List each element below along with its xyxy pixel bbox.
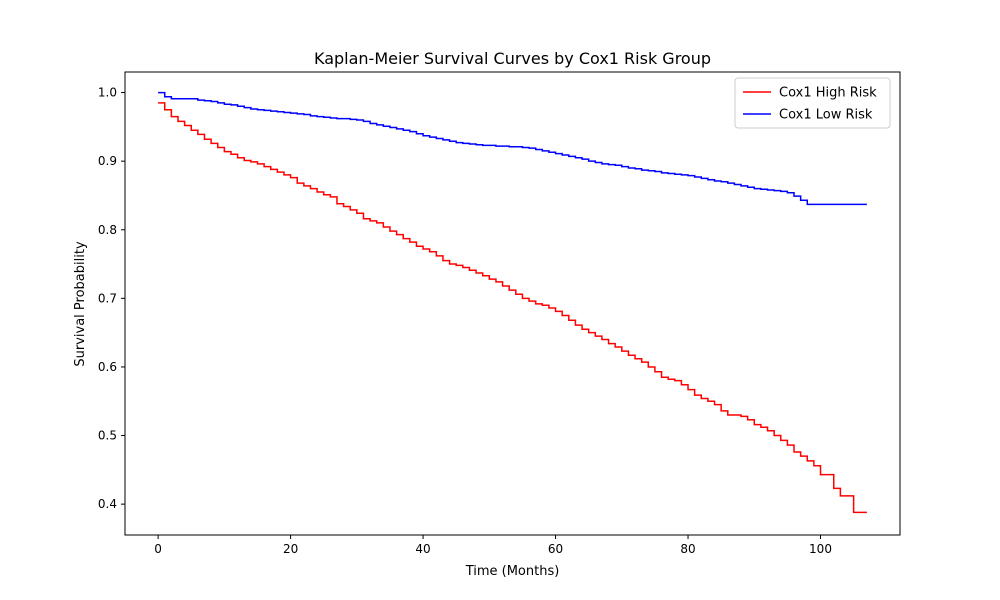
x-tick-label: 80 (680, 542, 695, 556)
legend-label-low-risk: Cox1 Low Risk (779, 108, 873, 123)
series-line-high-risk (158, 102, 867, 514)
x-tick-label: 40 (415, 542, 430, 556)
legend-box (734, 77, 891, 129)
y-tick-label: 0.5 (98, 429, 117, 443)
y-tick-label: 0.4 (98, 497, 117, 511)
chart-title: Kaplan-Meier Survival Curves by Cox1 Ris… (314, 49, 711, 68)
x-axis-label: Time (Months) (465, 564, 560, 579)
y-tick-label: 0.8 (98, 223, 117, 237)
y-axis-label: Survival Probability (73, 241, 88, 367)
y-tick-label: 0.6 (98, 360, 117, 374)
x-tick-label: 20 (283, 542, 298, 556)
x-tick-label: 0 (154, 542, 162, 556)
axes-frame (124, 71, 901, 536)
plot-area: 0 20 40 60 80 100 0.4 0.5 0.6 0.7 0.8 0.9 1.0 (98, 71, 901, 556)
x-tick-label: 60 (548, 542, 563, 556)
y-tick-label: 0.9 (98, 154, 117, 168)
legend: Cox1 High Risk Cox1 Low Risk (734, 77, 891, 129)
series-line-low-risk (158, 91, 867, 206)
y-tick-label: 1.0 (98, 86, 117, 100)
y-tick-label: 0.7 (98, 291, 117, 305)
x-tick-label: 100 (809, 542, 832, 556)
legend-label-high-risk: Cox1 High Risk (779, 86, 877, 101)
